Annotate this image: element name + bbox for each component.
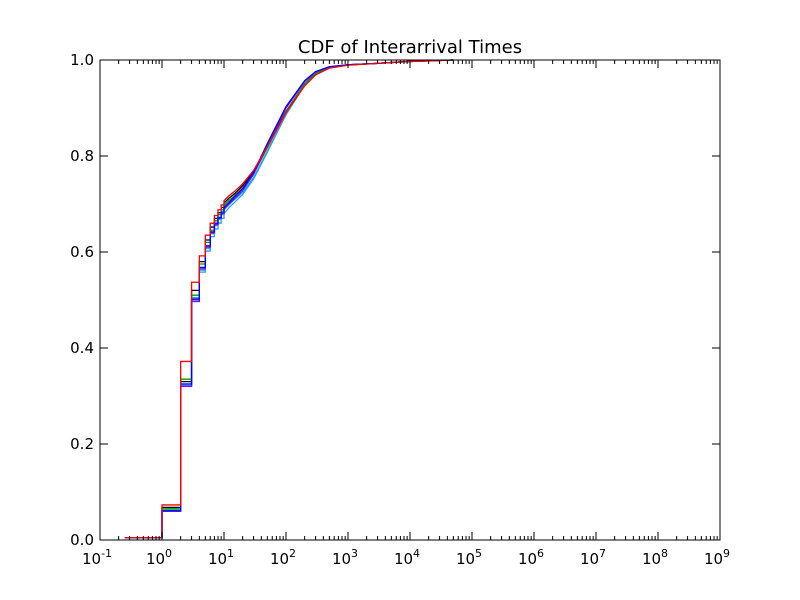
x-tick-label-exponent: 2 [289,547,296,560]
x-tick-label-base: 10 [82,550,101,568]
x-tick-label: 106 [518,547,544,568]
series-layer [124,59,454,539]
x-tick-label-exponent: 8 [661,547,668,560]
x-tick-label-base: 10 [580,550,599,568]
x-tick-label-base: 10 [642,550,661,568]
x-tick-label-base: 10 [208,550,227,568]
x-tick-label-exponent: 0 [165,547,172,560]
x-tick-label: 109 [704,547,730,568]
x-tick-label-exponent: -1 [101,547,112,560]
ticks-layer: 10-1 100 101 102 103 104 105 106 107 108 1090.00.2… [70,51,730,568]
x-tick-label-exponent: 5 [475,547,482,560]
x-tick-label-base: 10 [394,550,413,568]
x-tick-label-base: 10 [332,550,351,568]
x-tick-label-exponent: 6 [537,547,544,560]
y-tick-label: 0.0 [70,531,94,549]
y-tick-label: 0.4 [70,339,94,357]
x-tick-label-exponent: 9 [723,547,730,560]
x-tick-label: 108 [642,547,668,568]
x-tick-label-base: 10 [704,550,723,568]
x-tick-label: 10-1 [82,547,112,568]
x-tick-label-exponent: 7 [599,547,606,560]
y-tick-label: 1.0 [70,51,94,69]
x-tick-label-base: 10 [518,550,537,568]
x-tick-label: 105 [456,547,482,568]
y-tick-label: 0.6 [70,243,94,261]
x-tick-label-exponent: 4 [413,547,420,560]
y-tick-label: 0.8 [70,147,94,165]
x-tick-label-exponent: 3 [351,547,358,560]
x-tick-label: 103 [332,547,358,568]
y-tick-label: 0.2 [70,435,94,453]
x-tick-label-base: 10 [456,550,475,568]
x-tick-label-base: 10 [270,550,289,568]
x-tick-label: 100 [146,547,172,568]
chart-title: CDF of Interarrival Times [298,37,522,58]
x-tick-label: 104 [394,547,420,568]
x-tick-label-exponent: 1 [227,547,234,560]
x-tick-label: 107 [580,547,606,568]
series-line-7 [124,59,454,539]
x-tick-label-base: 10 [146,550,165,568]
x-tick-label: 102 [270,547,296,568]
x-tick-label: 101 [208,547,234,568]
